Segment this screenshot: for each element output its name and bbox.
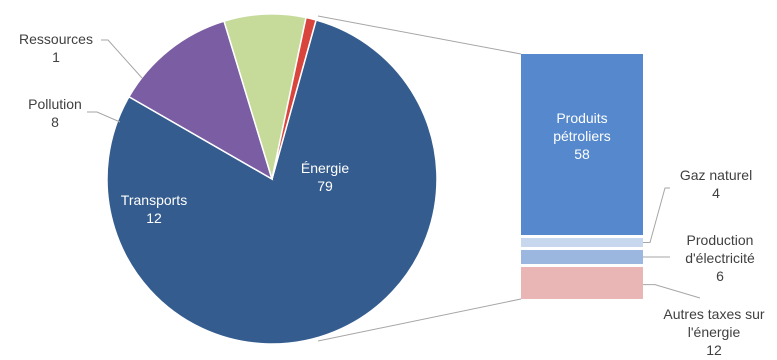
pie-slice-energie xyxy=(106,19,438,345)
bar-label-autres-taxes: Autres taxes sur l'énergie 12 xyxy=(663,306,764,358)
bar-segment-production_electricite xyxy=(521,250,643,264)
bar-label-production-electricite: Production d'électricité 6 xyxy=(685,232,755,284)
pie-slice-transports xyxy=(127,20,274,181)
pie-slice-ressources xyxy=(271,16,318,180)
leader-line-pollution xyxy=(87,111,121,123)
pie-label-ressources: Ressources 1 xyxy=(19,31,93,65)
connector-bottom xyxy=(317,298,522,342)
bar-label-produits-petroliers: Produits pétroliers 58 xyxy=(553,110,611,162)
connector-lines xyxy=(317,15,522,342)
pie-label-pollution: Pollution 8 xyxy=(28,96,82,130)
bar-segment-gaz_naturel xyxy=(521,238,643,247)
labels: Énergie 79 Transports 12 Pollution 8 Ressource… xyxy=(19,31,765,358)
bar-segment-autres_taxes xyxy=(521,267,643,299)
pie xyxy=(106,13,438,345)
leader-line-ressources xyxy=(101,39,143,79)
bar-segment-produits_petroliers xyxy=(521,54,643,235)
connector-top xyxy=(317,15,522,55)
pie-label-energie: Énergie 79 xyxy=(301,160,349,194)
breakdown-bar xyxy=(521,54,643,299)
bar-label-gaz-naturel: Gaz naturel 4 xyxy=(680,167,752,201)
pie-label-transports: Transports 12 xyxy=(121,192,187,226)
leader-line-autres-taxes xyxy=(643,284,701,299)
leader-line-gaz-naturel xyxy=(643,187,670,243)
